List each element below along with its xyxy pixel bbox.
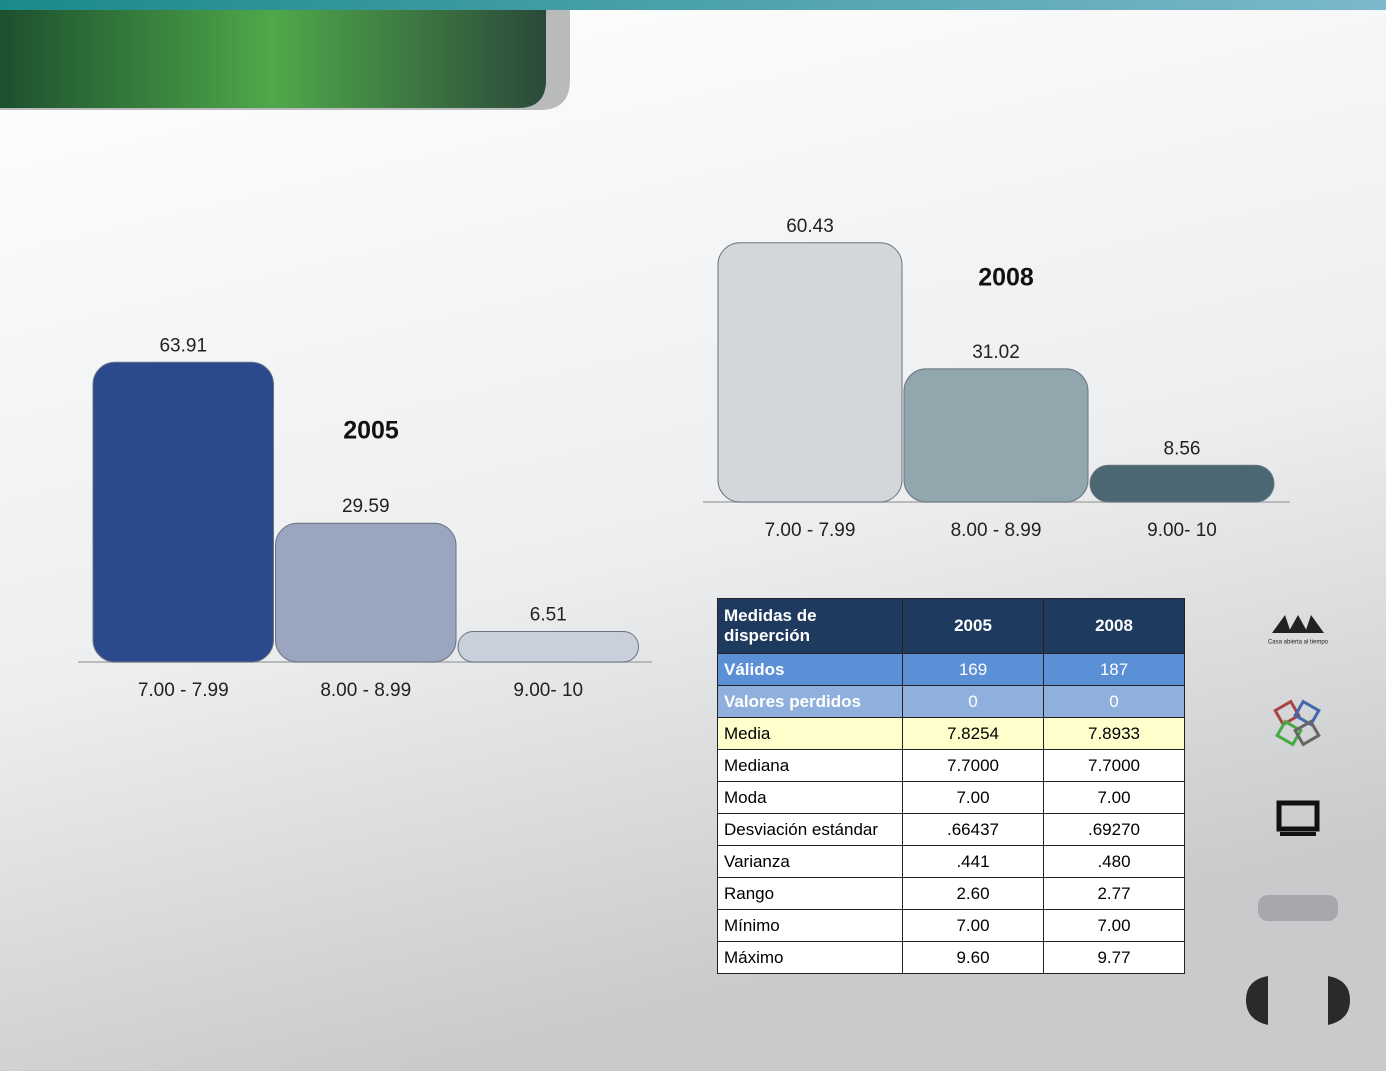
table-cell: 7.8933 — [1043, 717, 1185, 750]
x-tick-label: 8.00 - 8.99 — [320, 680, 411, 701]
bar — [717, 242, 903, 503]
table-row: Varianza .441.480 — [717, 845, 1185, 878]
table-cell: 187 — [1043, 653, 1185, 686]
table-cell: Rango — [717, 877, 903, 910]
table-cell: Media — [717, 717, 903, 750]
chart-title: 2005 — [343, 417, 399, 445]
table-row: Valores perdidos 0 0 — [717, 685, 1185, 718]
deco-icon — [1273, 699, 1301, 727]
nav-button[interactable] — [1258, 895, 1338, 921]
table-cell: Desviación estándar — [717, 813, 903, 846]
monitor-stand — [1280, 832, 1316, 836]
table-cell: .69270 — [1043, 813, 1185, 846]
value-label: 31.02 — [972, 342, 1020, 363]
x-tick-label: 7.00 - 7.99 — [138, 680, 229, 701]
table-cell: 169 — [902, 653, 1044, 686]
logo-caption: Casa abierta al tiempo — [1268, 640, 1329, 646]
side-icons — [1246, 615, 1350, 1025]
table-cell: Válidos — [717, 653, 903, 686]
table-cell: 7.00 — [902, 781, 1044, 814]
x-tick-label: 9.00- 10 — [1147, 520, 1217, 541]
table-cell: 7.7000 — [902, 749, 1044, 782]
x-tick-label: 8.00 - 8.99 — [951, 520, 1042, 541]
stats-table: Medidas de disperción 2005 2008 Válidos 169 1… — [717, 598, 1185, 974]
top-strip — [0, 0, 1386, 10]
value-label: 8.56 — [1164, 438, 1201, 459]
table-cell: 7.00 — [1043, 909, 1185, 942]
table-cell: 0 — [1043, 685, 1185, 718]
table-row: Mínimo 7.00 7.00 — [717, 909, 1185, 942]
table-cell: 7.00 — [902, 909, 1044, 942]
bar — [903, 368, 1089, 503]
table-row: Desviación estándar .66437.69270 — [717, 813, 1185, 846]
table-cell: .66437 — [902, 813, 1044, 846]
bar — [92, 361, 274, 663]
header-cell: Medidas de disperción — [717, 598, 903, 654]
table-cell: 7.00 — [1043, 781, 1185, 814]
bar — [457, 630, 639, 663]
chart-title: 2008 — [978, 264, 1034, 292]
prev-button[interactable] — [1246, 976, 1268, 1025]
deco-icon — [1293, 719, 1321, 747]
table-cell: .441 — [902, 845, 1044, 878]
bar — [275, 522, 457, 663]
table-cell: Máximo — [717, 941, 903, 974]
x-tick-label: 7.00 - 7.99 — [765, 520, 856, 541]
header-row: Medidas de disperción 2005 2008 — [717, 598, 1185, 654]
table-cell: 7.7000 — [1043, 749, 1185, 782]
table-cell: 9.77 — [1043, 941, 1185, 974]
x-tick-label: 9.00- 10 — [513, 680, 583, 701]
table-cell: Moda — [717, 781, 903, 814]
table-cell: Mediana — [717, 749, 903, 782]
value-label: 60.43 — [786, 216, 834, 237]
header-cell: 2005 — [902, 598, 1044, 654]
table-cell: 0 — [902, 685, 1044, 718]
logo-icon — [1272, 615, 1324, 633]
table-cell: 2.77 — [1043, 877, 1185, 910]
table-cell: .480 — [1043, 845, 1185, 878]
value-label: 63.91 — [159, 335, 207, 356]
table-row: Moda 7.00 7.00 — [717, 781, 1185, 814]
value-label: 6.51 — [530, 604, 567, 625]
table-cell: Varianza — [717, 845, 903, 878]
table-row: Válidos 169 187 — [717, 653, 1185, 686]
deco-icon — [1275, 719, 1303, 747]
monitor-icon[interactable] — [1276, 800, 1320, 832]
table-cell: Valores perdidos — [717, 685, 903, 718]
table-row: Media 7.8254 7.8933 — [717, 717, 1185, 750]
table-cell: 2.60 — [902, 877, 1044, 910]
deco-icon — [1293, 699, 1321, 727]
bar — [1089, 464, 1275, 503]
table-cell: Mínimo — [717, 909, 903, 942]
table-row: Máximo 9.60 9.77 — [717, 941, 1185, 974]
next-button[interactable] — [1328, 976, 1350, 1025]
header-cell: 2008 — [1043, 598, 1185, 654]
table-cell: 7.8254 — [902, 717, 1044, 750]
table-row: Mediana 7.7000 7.7000 — [717, 749, 1185, 782]
table-row: Rango 2.60 2.77 — [717, 877, 1185, 910]
table-cell: 9.60 — [902, 941, 1044, 974]
banner — [0, 10, 546, 108]
value-label: 29.59 — [342, 496, 390, 517]
